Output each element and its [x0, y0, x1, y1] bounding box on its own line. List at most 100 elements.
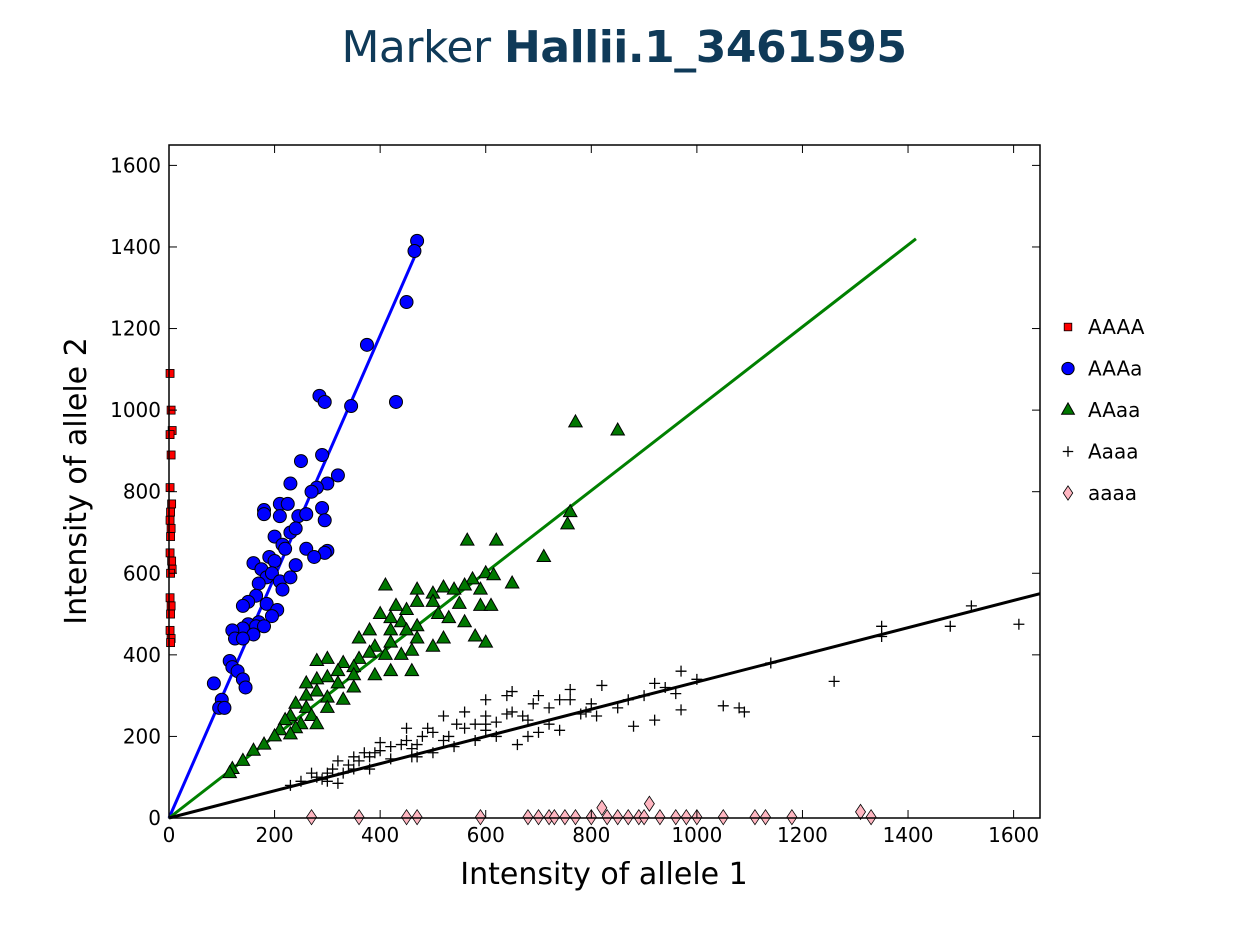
point-Aaaa — [649, 714, 661, 726]
point-AAAa — [257, 619, 272, 634]
point-Aaaa — [564, 694, 576, 706]
point-Aaaa — [284, 779, 296, 791]
point-Aaaa — [459, 722, 471, 734]
point-AAaa — [486, 566, 502, 581]
point-Aaaa — [564, 684, 576, 696]
point-Aaaa — [622, 694, 634, 706]
point-Aaaa — [332, 755, 344, 767]
point-AAAA — [165, 515, 175, 525]
point-AAAa — [299, 507, 314, 522]
point-Aaaa — [527, 698, 539, 710]
point-Aaaa — [401, 722, 413, 734]
x-tick-label: 800 — [572, 823, 610, 847]
point-aaaa — [786, 808, 798, 826]
legend: AAAA AAAa AAaa Aaaa aaaa — [1060, 315, 1145, 505]
point-aaaa — [654, 808, 666, 826]
point-AAaa — [467, 627, 483, 642]
point-AAaa — [504, 574, 520, 589]
point-aaaa — [596, 799, 608, 817]
chart-title-prefix: Marker — [341, 22, 491, 73]
point-AAAa — [330, 468, 345, 483]
x-tick-label: 1400 — [883, 823, 934, 847]
point-AAAa — [283, 476, 298, 491]
point-AAAa — [288, 521, 303, 536]
point-AAaa — [245, 742, 262, 756]
point-AAAa — [275, 582, 290, 597]
data-points — [165, 233, 1025, 826]
point-AAaa — [383, 634, 399, 648]
point-Aaaa — [437, 735, 449, 747]
point-aaaa — [474, 808, 486, 826]
point-AAAa — [315, 501, 330, 516]
point-Aaaa — [506, 686, 518, 698]
y-tick-label: 1400 — [110, 235, 161, 259]
y-tick-label: 800 — [123, 480, 161, 504]
point-aaaa — [612, 808, 624, 826]
point-AAaa — [472, 597, 489, 611]
point-AAaa — [288, 695, 304, 709]
point-Aaaa — [448, 741, 460, 753]
point-Aaaa — [321, 775, 333, 787]
legend-label-AAaa: AAaa — [1088, 398, 1140, 422]
point-Aaaa — [501, 708, 513, 720]
point-aaaa — [569, 808, 581, 826]
y-tick-label: 600 — [123, 561, 161, 585]
x-tick-label: 400 — [361, 823, 399, 847]
point-Aaaa — [659, 681, 671, 693]
point-AAaa — [361, 621, 378, 636]
point-AAAa — [235, 598, 250, 613]
point-AAaa — [319, 650, 335, 664]
point-AAAa — [217, 700, 232, 715]
y-tick-label: 1600 — [110, 153, 161, 177]
point-AAaa — [351, 630, 367, 644]
point-AAaa — [488, 532, 504, 546]
point-aaaa — [601, 808, 613, 826]
point-AAAa — [317, 394, 332, 409]
point-Aaaa — [469, 735, 481, 747]
point-AAaa — [266, 727, 283, 742]
point-aaaa — [749, 808, 761, 826]
point-Aaaa — [876, 630, 888, 642]
point-Aaaa — [437, 710, 449, 722]
point-Aaaa — [406, 751, 418, 763]
point-Aaaa — [554, 724, 566, 736]
point-AAaa — [361, 644, 378, 658]
point-Aaaa — [295, 775, 307, 787]
point-Aaaa — [469, 718, 481, 730]
point-AAAA — [165, 483, 175, 493]
point-aaaa — [717, 808, 729, 826]
point-AAAa — [278, 541, 293, 556]
point-Aaaa — [480, 724, 492, 736]
point-AAaa — [478, 634, 494, 648]
point-AAAa — [407, 244, 422, 259]
point-Aaaa — [306, 767, 318, 779]
point-AAAa — [235, 631, 250, 646]
point-AAaa — [388, 597, 404, 611]
point-AAaa — [309, 683, 325, 697]
point-Aaaa — [543, 718, 555, 730]
point-Aaaa — [506, 706, 518, 718]
point-Aaaa — [717, 700, 729, 712]
point-Aaaa — [348, 751, 360, 763]
point-Aaaa — [385, 741, 397, 753]
point-AAaa — [441, 609, 457, 624]
legend-label-AAAA: AAAA — [1088, 315, 1145, 339]
point-AAaa — [346, 678, 362, 693]
point-Aaaa — [580, 706, 592, 718]
point-AAAA — [165, 625, 175, 635]
legend-label-AAAa: AAAa — [1088, 357, 1142, 381]
legend-label-Aaaa: Aaaa — [1088, 440, 1138, 464]
point-aaaa — [411, 808, 423, 826]
legend-marker-AAaa — [1060, 401, 1076, 415]
point-AAAa — [293, 454, 308, 469]
point-AAAA — [166, 450, 176, 460]
point-Aaaa — [612, 702, 624, 714]
legend-marker-aaaa — [1062, 485, 1074, 501]
point-AAAA — [166, 532, 175, 541]
point-AAaa — [222, 764, 238, 779]
point-Aaaa — [348, 763, 360, 775]
point-AAaa — [409, 593, 425, 607]
point-AAAA — [165, 593, 175, 603]
point-Aaaa — [733, 702, 745, 714]
point-Aaaa — [965, 600, 977, 612]
